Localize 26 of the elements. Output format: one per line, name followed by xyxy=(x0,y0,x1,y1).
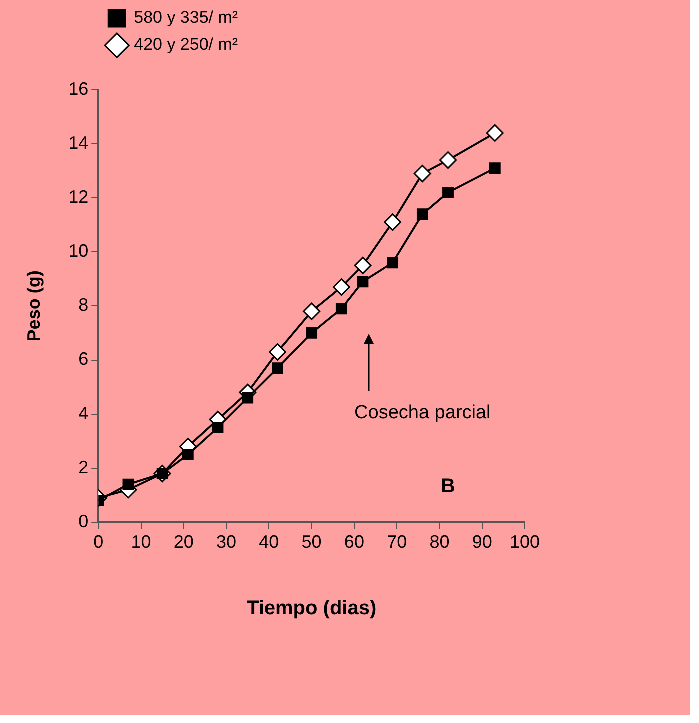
annotation: B xyxy=(441,475,456,498)
x-tick-label: 100 xyxy=(510,532,540,552)
x-tick-label: 90 xyxy=(472,532,492,552)
y-tick-label: 8 xyxy=(78,295,89,316)
y-tick-label: 4 xyxy=(78,403,89,424)
y-axis-title: Peso (g) xyxy=(24,270,44,342)
x-tick-label: 40 xyxy=(259,532,280,552)
annotation: Cosecha parcial xyxy=(354,402,491,424)
legend-label: 420 y 250/ m² xyxy=(134,35,238,54)
y-tick-label: 14 xyxy=(68,133,89,154)
x-tick-label: 0 xyxy=(94,532,104,552)
x-tick-label: 70 xyxy=(387,532,408,552)
x-tick-label: 30 xyxy=(216,532,237,552)
y-tick-label: 2 xyxy=(78,457,89,478)
legend-label: 580 y 335/ m² xyxy=(134,8,238,28)
y-tick-label: 16 xyxy=(68,78,89,99)
y-tick-label: 12 xyxy=(68,187,89,208)
y-tick-label: 0 xyxy=(78,511,89,532)
x-tick-label: 80 xyxy=(430,532,450,552)
x-axis-title: Tiempo (dias) xyxy=(246,598,377,620)
x-tick-label: 10 xyxy=(131,532,152,552)
x-tick-label: 60 xyxy=(344,532,364,552)
x-tick-label: 20 xyxy=(174,532,194,552)
y-tick-label: 10 xyxy=(68,241,89,262)
y-tick-label: 6 xyxy=(78,349,89,370)
x-tick-label: 50 xyxy=(302,532,322,552)
